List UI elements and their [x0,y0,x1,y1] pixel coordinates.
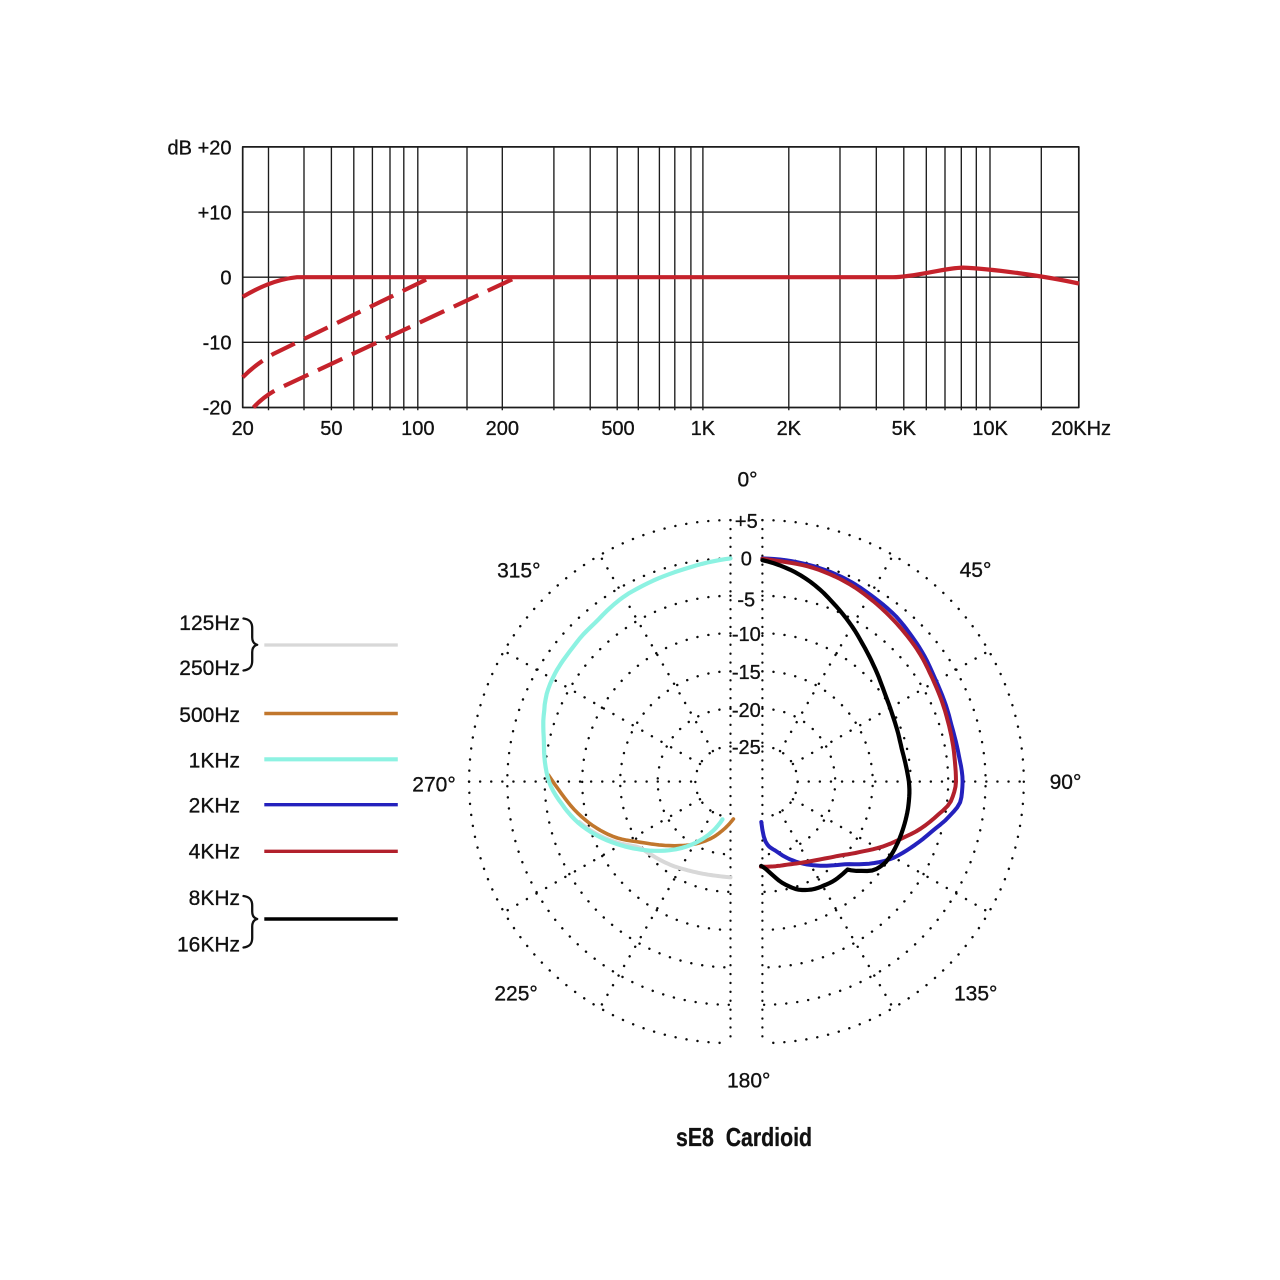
svg-text:dB: dB [168,137,192,159]
svg-text:500Hz: 500Hz [179,704,240,727]
svg-text:-20: -20 [732,700,761,722]
svg-text:-10: -10 [732,624,761,646]
svg-text:180°: 180° [727,1070,770,1093]
svg-text:200: 200 [486,418,519,440]
svg-text:90°: 90° [1050,771,1082,794]
svg-text:0: 0 [220,267,231,289]
svg-text:+5: +5 [735,511,758,533]
svg-text:100: 100 [401,418,434,440]
svg-text:sE8 Cardioid: sE8 Cardioid [676,1122,812,1152]
svg-text:20KHz: 20KHz [1051,418,1111,440]
svg-text:250Hz: 250Hz [179,657,240,680]
svg-text:315°: 315° [497,560,540,583]
svg-text:0: 0 [741,549,752,571]
svg-text:0°: 0° [737,469,757,492]
svg-text:+20: +20 [198,137,232,159]
svg-text:125Hz: 125Hz [179,612,240,635]
svg-text:500: 500 [601,418,634,440]
svg-text:-25: -25 [732,737,761,759]
svg-text:135°: 135° [954,982,997,1005]
svg-text:4KHz: 4KHz [189,841,240,864]
svg-text:10K: 10K [972,418,1008,440]
svg-text:8KHz: 8KHz [189,887,240,910]
svg-text:16KHz: 16KHz [177,934,240,957]
svg-text:+10: +10 [198,202,232,224]
svg-text:-20: -20 [203,398,232,420]
svg-text:2KHz: 2KHz [189,795,240,818]
svg-text:-5: -5 [737,590,755,612]
svg-text:20: 20 [232,418,254,440]
svg-text:1KHz: 1KHz [189,750,240,773]
svg-text:45°: 45° [960,559,992,582]
svg-text:-15: -15 [732,662,761,684]
svg-text:270°: 270° [412,774,455,797]
svg-text:225°: 225° [494,982,537,1005]
svg-text:2K: 2K [777,418,802,440]
svg-text:50: 50 [320,418,342,440]
svg-text:-10: -10 [203,333,232,355]
svg-text:1K: 1K [691,418,716,440]
svg-text:5K: 5K [892,418,917,440]
